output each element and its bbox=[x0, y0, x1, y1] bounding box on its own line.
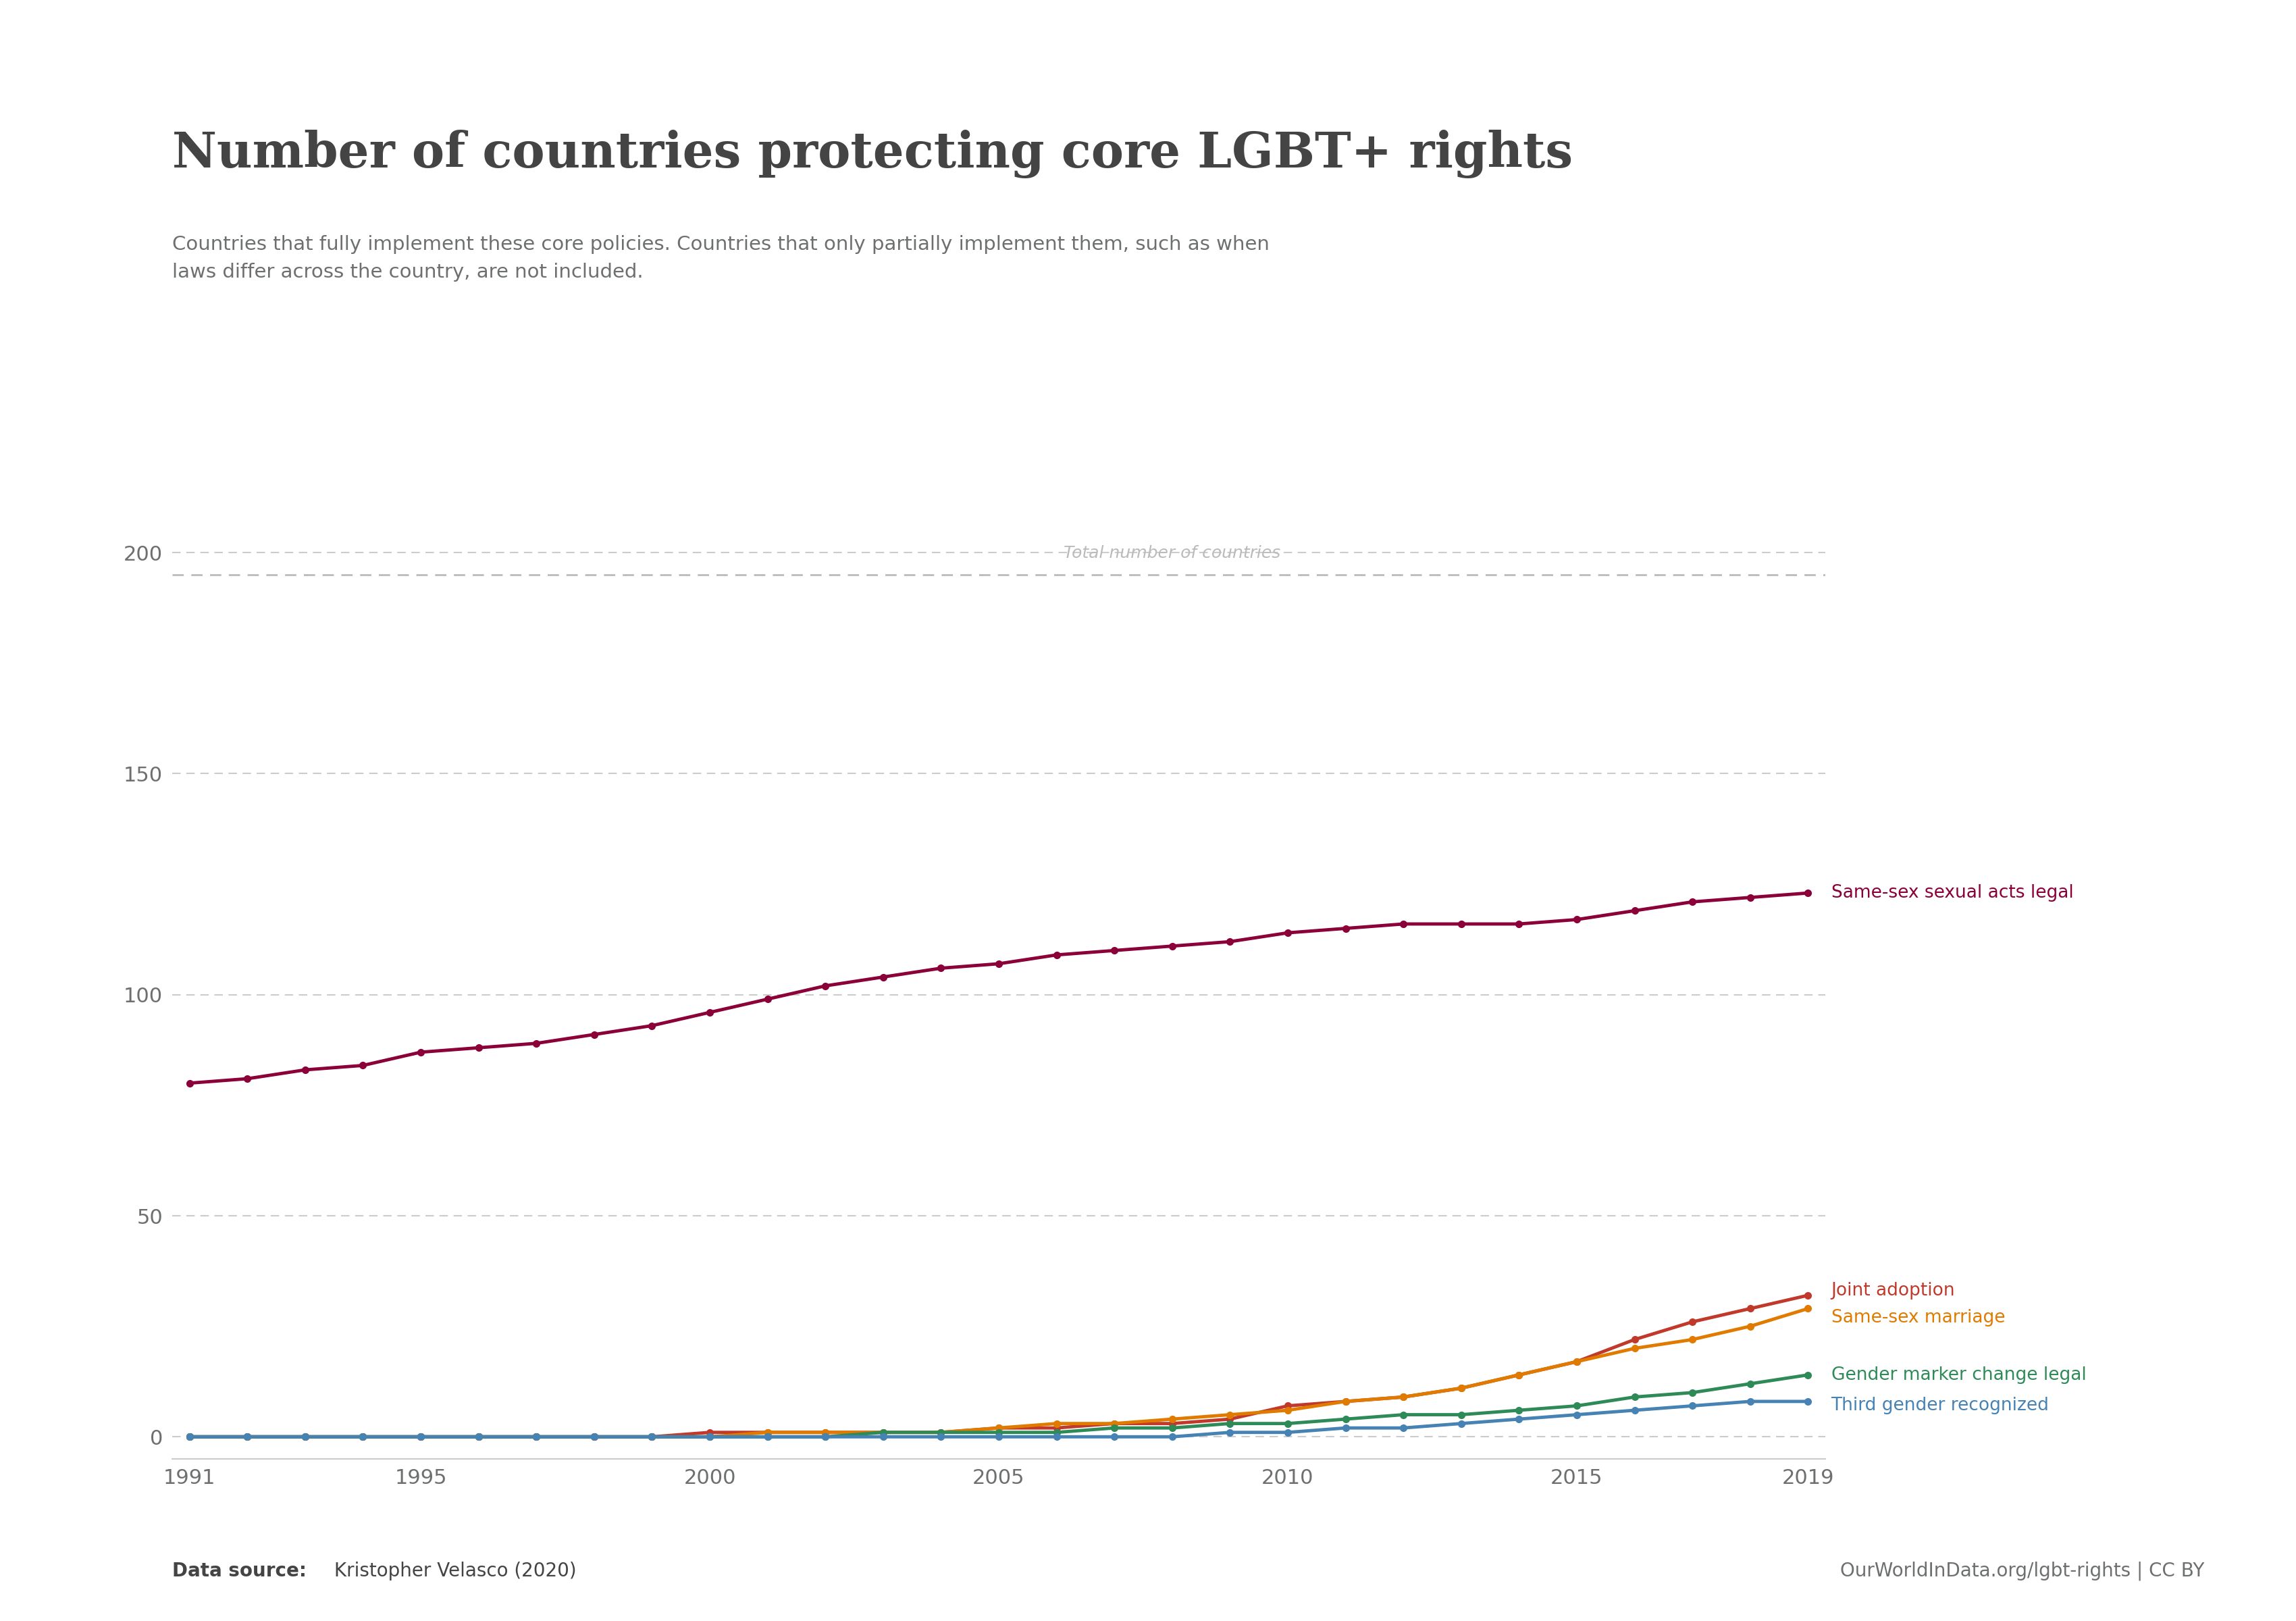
Text: Number of countries protecting core LGBT+ rights: Number of countries protecting core LGBT… bbox=[172, 130, 1573, 178]
Text: Kristopher Velasco (2020): Kristopher Velasco (2020) bbox=[328, 1561, 576, 1580]
Text: Gender marker change legal: Gender marker change legal bbox=[1832, 1367, 2087, 1384]
Text: Our World
in Data: Our World in Data bbox=[2020, 91, 2135, 136]
Text: Third gender recognized: Third gender recognized bbox=[1832, 1397, 2048, 1415]
Text: Total number of countries: Total number of countries bbox=[1063, 545, 1281, 561]
Text: Data source:: Data source: bbox=[172, 1561, 308, 1580]
Text: Same-sex marriage: Same-sex marriage bbox=[1832, 1308, 2004, 1326]
Text: OurWorldInData.org/lgbt-rights | CC BY: OurWorldInData.org/lgbt-rights | CC BY bbox=[1839, 1561, 2204, 1580]
Text: Countries that fully implement these core policies. Countries that only partiall: Countries that fully implement these cor… bbox=[172, 235, 1270, 282]
Text: Joint adoption: Joint adoption bbox=[1832, 1282, 1956, 1300]
Text: Same-sex sexual acts legal: Same-sex sexual acts legal bbox=[1832, 883, 2073, 901]
